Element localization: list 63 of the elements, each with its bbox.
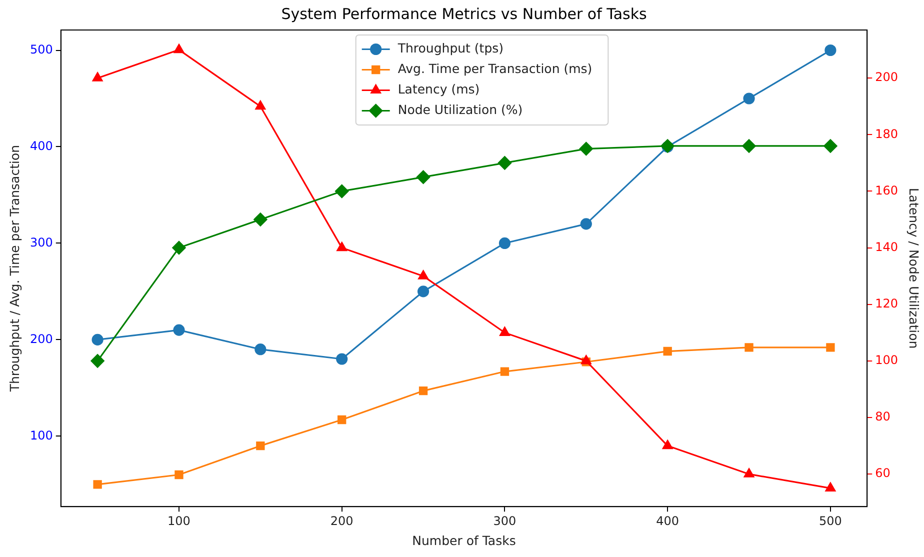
y2-tick-label: 160 — [875, 183, 898, 198]
point — [744, 343, 754, 352]
point — [90, 354, 104, 368]
point — [254, 212, 268, 226]
point — [92, 334, 104, 346]
y2-tick-label: 60 — [875, 466, 890, 480]
x-tick-label: 300 — [493, 514, 516, 528]
point — [418, 270, 428, 280]
point — [418, 386, 428, 396]
point — [742, 139, 756, 153]
legend-label: Avg. Time per Transaction (ms) — [398, 61, 592, 76]
legend-label: Node Utilization (%) — [398, 102, 523, 117]
y2-tick-label: 80 — [875, 410, 890, 424]
point — [254, 344, 266, 356]
point — [500, 326, 510, 336]
point — [336, 353, 348, 365]
x-axis-title: Number of Tasks — [412, 532, 516, 548]
y2-axis-title: Latency / Node Utilization — [906, 188, 922, 349]
point — [417, 286, 430, 298]
point — [335, 184, 349, 198]
point — [416, 170, 430, 184]
point — [92, 72, 103, 82]
x-tick-label: 100 — [168, 514, 190, 528]
point — [743, 92, 755, 104]
y2-tick-label: 120 — [875, 296, 898, 310]
point — [744, 468, 754, 478]
x-tick-label: 200 — [330, 514, 354, 528]
point — [172, 240, 186, 255]
point — [498, 237, 511, 250]
point — [174, 44, 184, 54]
point — [256, 441, 265, 450]
point — [824, 44, 836, 56]
point — [825, 482, 836, 492]
point — [581, 355, 592, 364]
legend-label: Latency (ms) — [398, 82, 480, 96]
point — [255, 100, 266, 110]
point — [174, 470, 184, 480]
point — [662, 440, 673, 450]
point — [579, 142, 593, 156]
chart-title: System Performance Metrics vs Number of Tasks — [281, 4, 648, 23]
legend-label: Throughput (tps) — [396, 40, 504, 56]
x-tick-label: 400 — [656, 514, 680, 528]
y2-tick-label: 200 — [875, 70, 898, 84]
point — [826, 343, 835, 352]
point — [93, 480, 102, 489]
point — [500, 367, 510, 376]
point — [580, 218, 592, 230]
y2-tick-label: 100 — [875, 353, 898, 368]
y2-tick-label: 180 — [875, 126, 898, 141]
point — [336, 242, 347, 252]
y-tick-label: 200 — [30, 332, 53, 346]
y-tick-label: 100 — [30, 428, 53, 442]
point — [498, 156, 512, 170]
y2-tick-label: 140 — [875, 240, 898, 254]
point — [824, 139, 838, 153]
point — [663, 346, 672, 356]
point — [173, 324, 185, 336]
y-tick-label: 300 — [30, 235, 53, 250]
point — [338, 415, 346, 424]
x-tick-label: 500 — [818, 514, 842, 528]
y-tick-label: 500 — [30, 42, 53, 56]
y-tick-label: 400 — [30, 138, 53, 153]
y-axis-title: Throughput / Avg. Time per Transaction — [6, 144, 22, 393]
